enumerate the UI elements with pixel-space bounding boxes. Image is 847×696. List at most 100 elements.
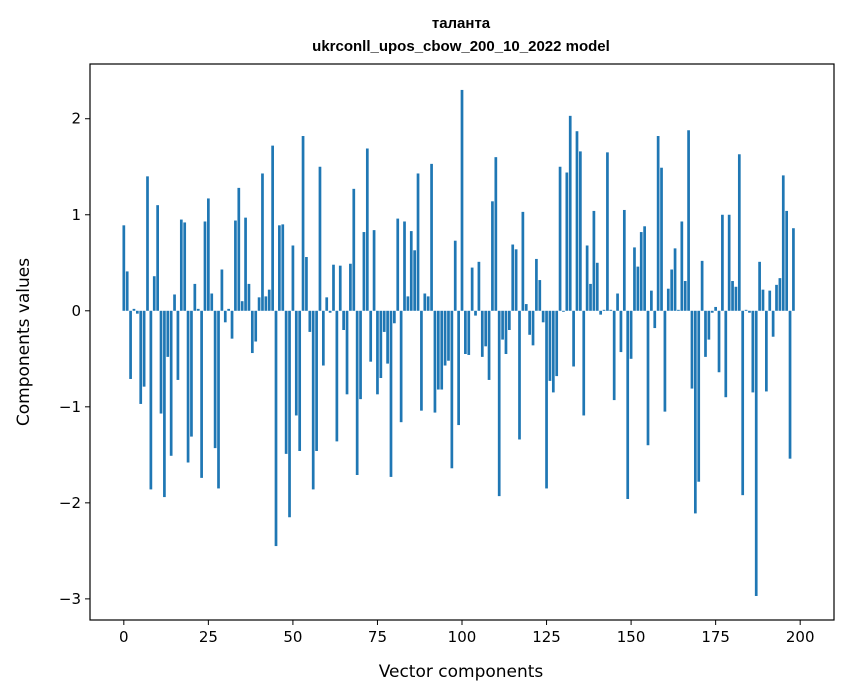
bar	[626, 310, 630, 499]
bar	[200, 310, 203, 478]
y-axis-label: Components values	[14, 258, 34, 426]
bar	[349, 263, 352, 311]
bar	[261, 173, 264, 311]
bar	[565, 172, 569, 311]
bar	[731, 281, 734, 311]
bar	[558, 166, 562, 311]
y-tick-label: 2	[71, 110, 81, 128]
bar	[389, 310, 393, 477]
bar	[497, 310, 501, 497]
bar	[129, 310, 132, 379]
bar	[413, 250, 417, 311]
bar	[660, 167, 663, 311]
bar	[301, 136, 305, 311]
bar	[186, 310, 190, 463]
bar	[602, 309, 606, 311]
x-axis-ticks: 0 25 50 75 100 125 150 175 200	[119, 620, 815, 646]
bar	[633, 247, 636, 311]
bar	[359, 310, 362, 400]
bar-series	[122, 89, 795, 596]
bar	[156, 205, 159, 311]
bar	[376, 310, 379, 395]
bar	[714, 306, 717, 311]
x-tick-label: 125	[532, 628, 561, 646]
bar	[758, 261, 761, 311]
bar	[724, 310, 728, 398]
x-tick-label: 50	[283, 628, 302, 646]
bar	[514, 249, 518, 311]
bar	[227, 308, 231, 311]
bar	[697, 310, 701, 482]
bar	[406, 296, 410, 311]
bar	[254, 310, 258, 342]
bar	[589, 283, 592, 311]
bar	[548, 310, 552, 381]
bar	[436, 310, 440, 390]
bar	[257, 297, 261, 311]
bar	[196, 308, 200, 311]
bar	[582, 310, 586, 416]
bar	[768, 290, 772, 311]
bar	[579, 151, 582, 311]
bar	[460, 89, 464, 311]
bar	[521, 211, 525, 311]
bar	[518, 310, 521, 440]
bar	[785, 210, 789, 311]
bar	[511, 244, 515, 311]
bar	[781, 175, 785, 311]
bar	[612, 310, 616, 401]
bar	[230, 310, 234, 339]
bar	[379, 310, 383, 379]
bar	[335, 310, 339, 442]
bar	[464, 310, 467, 354]
bar	[721, 214, 724, 311]
y-tick-label: −1	[59, 398, 81, 416]
bar	[643, 226, 646, 311]
bar	[474, 310, 477, 316]
bar	[528, 310, 531, 335]
bar	[146, 176, 149, 311]
bar	[744, 309, 748, 311]
bar	[734, 286, 738, 311]
x-tick-label: 175	[701, 628, 730, 646]
bar	[409, 231, 413, 311]
bar	[619, 310, 623, 353]
bar	[132, 308, 136, 311]
bar	[183, 222, 187, 311]
bar	[426, 296, 430, 311]
bar	[491, 201, 494, 311]
bar	[447, 310, 450, 361]
bar	[416, 173, 420, 311]
bar	[332, 264, 335, 311]
bar	[247, 283, 251, 311]
bar	[271, 145, 274, 311]
bar	[372, 230, 376, 311]
bar	[179, 219, 183, 311]
bar	[494, 157, 498, 311]
bar	[193, 283, 197, 311]
chart-subtitle: ukrconll_upos_cbow_200_10_2022 model	[312, 38, 610, 55]
bar	[484, 310, 488, 347]
bar	[727, 214, 731, 311]
x-tick-label: 25	[199, 628, 218, 646]
bar	[308, 310, 312, 332]
x-tick-label: 100	[448, 628, 477, 646]
bar	[443, 310, 447, 366]
bar	[599, 310, 603, 315]
bar	[173, 294, 176, 311]
x-tick-label: 75	[368, 628, 387, 646]
bar	[338, 265, 342, 311]
bar	[420, 310, 423, 411]
bar	[213, 310, 217, 449]
bar	[278, 225, 281, 311]
bar	[535, 258, 538, 311]
bar	[149, 310, 153, 490]
bar	[585, 245, 589, 311]
bar	[683, 281, 687, 311]
bar	[352, 188, 356, 311]
bar	[707, 310, 711, 340]
bar	[135, 310, 139, 314]
bar	[629, 310, 633, 359]
bar	[393, 310, 396, 324]
